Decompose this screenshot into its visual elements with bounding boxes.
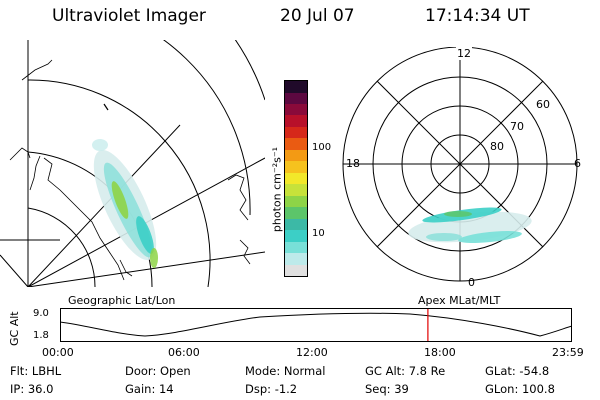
info-gc-alt: GC Alt: 7.8 Re <box>365 364 446 378</box>
timeline-axis-label: GC Alt <box>8 311 21 346</box>
colorbar-tick-10: 10 <box>312 228 325 239</box>
colorbar-segment <box>285 253 307 265</box>
info-dsp: Dsp: -1.2 <box>245 382 298 396</box>
colorbar-segment <box>285 115 307 127</box>
colorbar-segment <box>285 161 307 173</box>
image-date: 20 Jul 07 <box>280 6 355 26</box>
image-time: 17:14:34 UT <box>425 6 530 26</box>
colorbar-segment <box>285 207 307 219</box>
colorbar <box>284 80 308 277</box>
mlat-label-60: 60 <box>536 98 550 111</box>
apex-map-label: Apex MLat/MLT <box>418 294 501 307</box>
mlt-label-right: 6 <box>574 157 581 170</box>
info-door: Door: Open <box>125 364 191 378</box>
mlt-label-bottom: 0 <box>468 276 475 289</box>
colorbar-segment <box>285 184 307 196</box>
colorbar-segment <box>285 195 307 208</box>
colorbar-segment <box>285 81 307 93</box>
timeline-x-tick-3: 18:00 <box>424 346 456 359</box>
geographic-map-label: Geographic Lat/Lon <box>68 294 176 307</box>
geographic-map <box>0 40 265 287</box>
colorbar-segment <box>285 138 307 150</box>
mlt-label-top: 12 <box>456 47 472 60</box>
info-seq: Seq: 39 <box>365 382 409 396</box>
mlat-label-70: 70 <box>510 120 524 133</box>
info-glon: GLon: 100.8 <box>485 382 555 396</box>
info-glat: GLat: -54.8 <box>485 364 550 378</box>
instrument-title: Ultraviolet Imager <box>52 6 206 26</box>
colorbar-segment <box>285 149 307 162</box>
timeline-y-tick-top: 9.0 <box>33 308 49 319</box>
colorbar-segment <box>285 126 307 139</box>
altitude-timeline <box>60 308 572 342</box>
colorbar-segment <box>285 103 307 116</box>
timeline-y-tick-bottom: 1.8 <box>33 330 49 341</box>
colorbar-segment <box>285 218 307 231</box>
mlat-label-80: 80 <box>490 140 504 153</box>
info-mode: Mode: Normal <box>245 364 326 378</box>
colorbar-segment <box>285 264 307 276</box>
info-ip: IP: 36.0 <box>10 382 54 396</box>
info-gain: Gain: 14 <box>125 382 174 396</box>
polar-plot <box>342 47 578 282</box>
timeline-x-tick-1: 06:00 <box>168 346 200 359</box>
colorbar-unit-label: photon cm⁻²s⁻¹ <box>270 146 284 233</box>
info-flt: Flt: LBHL <box>10 364 62 378</box>
timeline-x-tick-0: 00:00 <box>42 346 74 359</box>
mlt-label-left: 18 <box>346 157 360 170</box>
colorbar-tick-100: 100 <box>312 142 332 153</box>
colorbar-segment <box>285 92 307 104</box>
colorbar-segment <box>285 172 307 185</box>
timeline-x-tick-2: 12:00 <box>296 346 328 359</box>
timeline-x-tick-4: 23:59 <box>552 346 584 359</box>
colorbar-segment <box>285 230 307 242</box>
colorbar-segment <box>285 241 307 254</box>
